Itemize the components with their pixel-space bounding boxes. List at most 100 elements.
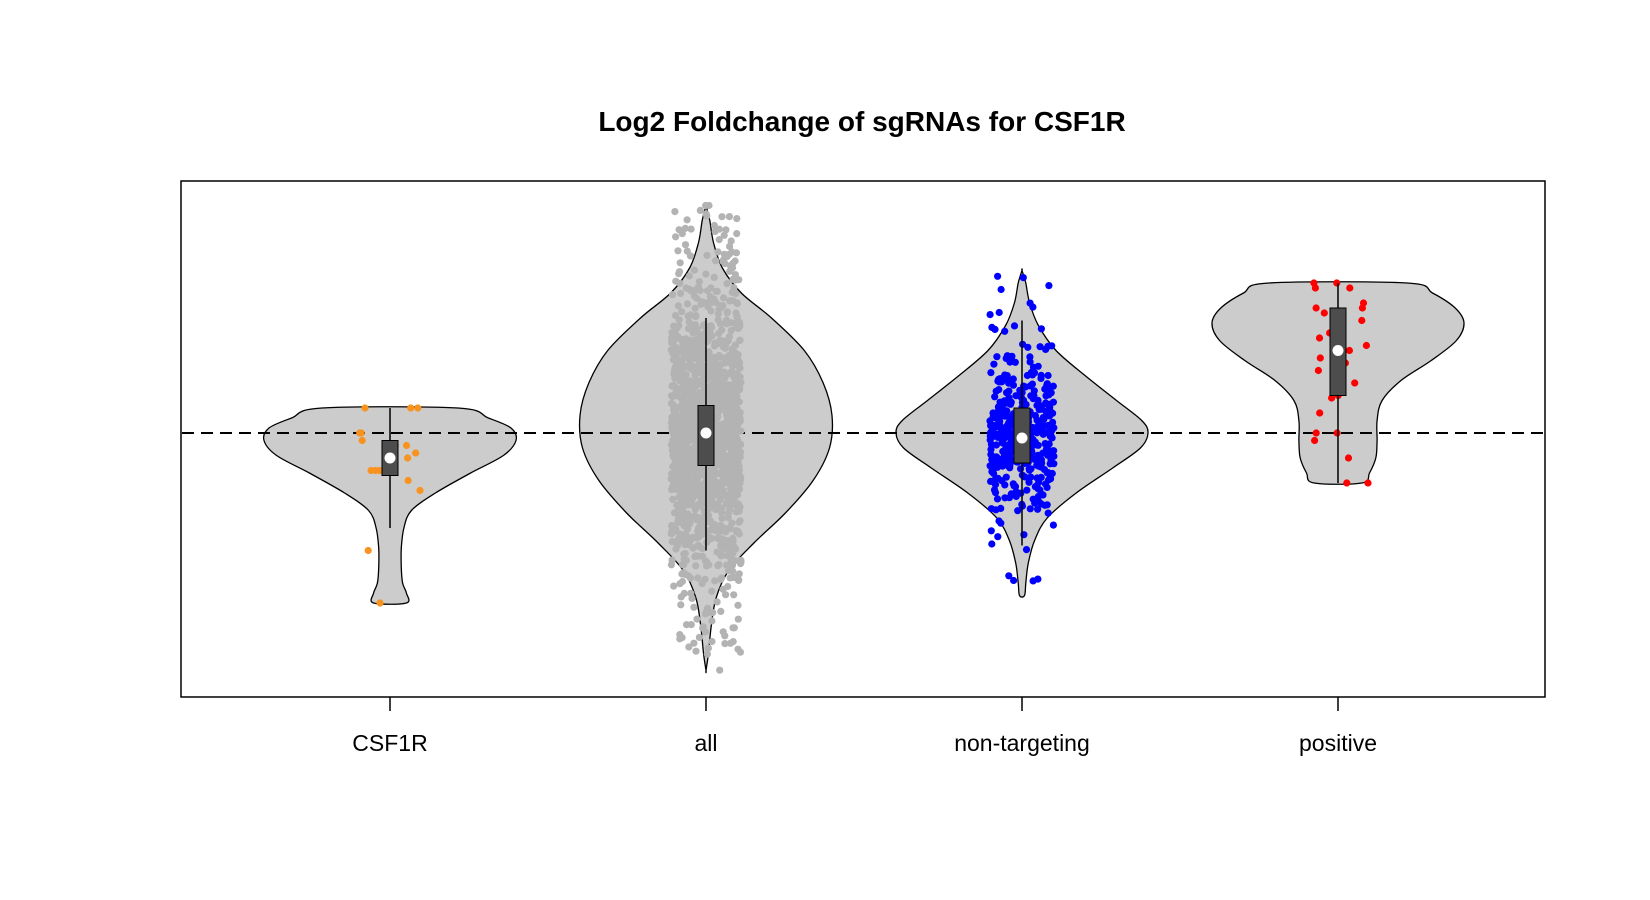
data-point: [1028, 380, 1036, 388]
data-point: [1358, 316, 1366, 325]
data-point: [691, 321, 699, 329]
data-point: [1026, 353, 1034, 361]
data-point: [993, 453, 1001, 462]
data-point: [1312, 304, 1320, 312]
data-point: [726, 539, 735, 547]
data-point: [1035, 478, 1043, 486]
x-tick-label-non-targeting: non-targeting: [954, 730, 1090, 756]
data-point: [735, 570, 743, 578]
data-point: [732, 322, 741, 330]
data-point: [690, 603, 698, 611]
data-point: [707, 381, 715, 389]
data-point: [672, 277, 680, 285]
data-point: [728, 519, 736, 527]
data-point: [1044, 509, 1052, 517]
data-point: [729, 362, 737, 370]
data-point: [987, 527, 995, 535]
data-point: [693, 615, 701, 623]
data-point: [674, 518, 682, 527]
data-point: [1351, 379, 1359, 387]
data-point: [710, 273, 718, 281]
data-point: [677, 593, 685, 601]
data-point: [693, 345, 701, 353]
data-point: [1004, 446, 1013, 455]
data-point: [675, 349, 683, 357]
data-point: [722, 341, 730, 349]
data-point: [713, 420, 721, 429]
data-point: [696, 491, 704, 499]
data-point: [703, 527, 711, 535]
data-point: [712, 257, 720, 265]
data-point: [1040, 416, 1048, 424]
data-point: [730, 591, 738, 599]
data-point: [704, 604, 712, 612]
data-point: [689, 329, 697, 337]
data-point: [716, 401, 724, 409]
data-point: [1019, 274, 1027, 282]
data-point: [709, 609, 717, 617]
data-point: [668, 556, 676, 564]
data-point: [736, 517, 744, 525]
data-point: [1033, 456, 1041, 465]
data-point: [685, 272, 693, 280]
data-point: [356, 429, 364, 437]
data-point: [1026, 299, 1034, 307]
data-point: [1044, 371, 1052, 380]
data-point: [685, 318, 693, 326]
data-point: [691, 448, 699, 456]
data-point: [1037, 463, 1045, 471]
data-point: [1009, 375, 1017, 383]
data-point: [691, 553, 699, 561]
data-point: [695, 500, 703, 508]
data-point: [723, 280, 731, 288]
data-point: [682, 395, 691, 403]
data-point: [679, 569, 688, 577]
data-point: [1027, 473, 1035, 481]
data-point: [1049, 409, 1057, 417]
data-point: [730, 624, 738, 632]
data-point: [737, 427, 745, 435]
data-point: [715, 363, 723, 371]
data-point: [1033, 429, 1041, 437]
data-point: [683, 621, 691, 629]
data-point: [670, 431, 678, 439]
data-point: [1043, 381, 1051, 390]
data-point: [993, 495, 1002, 503]
data-point: [734, 351, 742, 359]
data-point: [714, 562, 722, 570]
data-point: [721, 435, 729, 443]
data-point: [675, 316, 683, 324]
data-point: [678, 308, 686, 316]
data-point: [691, 480, 699, 488]
data-point: [726, 525, 735, 533]
data-point: [997, 285, 1005, 294]
data-point: [693, 377, 701, 385]
data-point: [682, 284, 690, 292]
data-point: [691, 304, 699, 312]
data-point: [1026, 505, 1034, 513]
data-point: [676, 580, 684, 588]
data-point: [693, 394, 702, 402]
data-point: [716, 479, 724, 487]
data-point: [1346, 284, 1354, 292]
data-point: [687, 336, 695, 344]
data-point: [720, 458, 729, 466]
data-point: [712, 299, 720, 307]
data-point: [1034, 505, 1042, 513]
data-point: [707, 307, 715, 315]
data-point: [1343, 479, 1351, 487]
data-point: [1002, 460, 1010, 468]
data-point: [689, 412, 697, 420]
data-point: [1048, 426, 1056, 434]
data-point: [372, 466, 380, 475]
data-point: [728, 248, 736, 256]
data-point: [708, 534, 716, 543]
data-point: [708, 617, 716, 625]
data-point: [690, 266, 699, 274]
data-point: [715, 329, 723, 338]
data-point: [1024, 343, 1032, 351]
data-point: [707, 356, 715, 364]
data-point: [988, 323, 996, 331]
chart-title: Log2 Foldchange of sgRNAs for CSF1R: [598, 106, 1125, 137]
